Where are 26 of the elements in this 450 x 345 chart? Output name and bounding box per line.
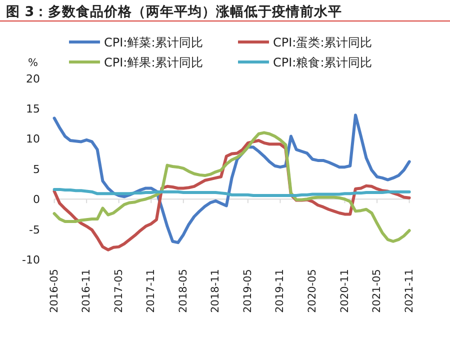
legend-label: CPI:鲜果:累计同比 — [104, 56, 204, 70]
x-tick-label: 2020-05 — [306, 269, 318, 313]
x-tick-label: 2017-11 — [145, 269, 158, 313]
y-tick-label: 15 — [26, 102, 40, 116]
x-tick-label: 2016-05 — [48, 269, 60, 313]
x-tick-label: 2017-05 — [112, 269, 125, 313]
y-tick-label: 0 — [33, 193, 40, 206]
x-tick-label: 2020-11 — [338, 269, 351, 313]
x-tick-label: 2021-05 — [371, 269, 384, 313]
y-tick-label: 5 — [33, 162, 40, 176]
chart-title: 图 3：多数食品价格（两年平均）涨幅低于疫情前水平 — [6, 3, 342, 20]
y-axis-title: % — [28, 57, 38, 69]
x-tick-label: 2019-11 — [274, 269, 286, 313]
x-tick-label: 2021-11 — [403, 269, 416, 313]
x-tick-label: 2016-11 — [80, 269, 93, 313]
x-tick-label: 2018-05 — [177, 269, 190, 313]
legend-label: CPI:蛋类:累计同比 — [273, 36, 372, 50]
y-tick-label: -10 — [22, 254, 40, 266]
y-tick-label: -5 — [29, 223, 40, 236]
line-series — [52, 188, 411, 197]
y-tick-label: 10 — [26, 132, 40, 146]
x-tick-label: 2019-05 — [242, 269, 254, 313]
legend-label: CPI:粮食:累计同比 — [273, 56, 372, 70]
y-tick-label: 20 — [26, 72, 40, 86]
x-tick-label: 2018-11 — [210, 269, 222, 313]
legend-label: CPI:鲜菜:累计同比 — [104, 36, 204, 50]
